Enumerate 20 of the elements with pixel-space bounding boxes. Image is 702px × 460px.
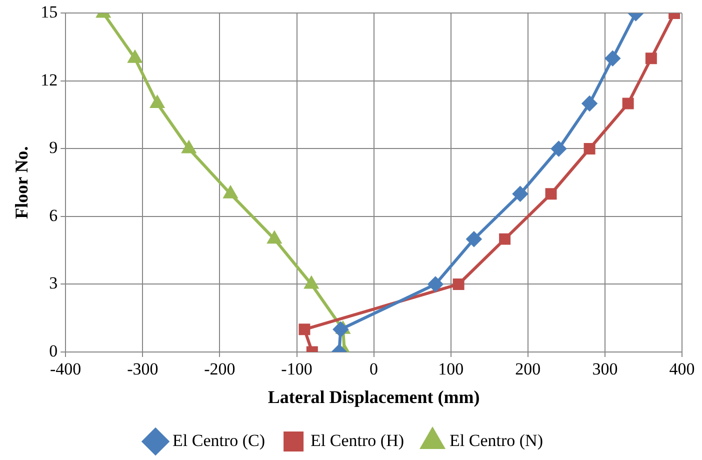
- legend-label: El Centro (C): [172, 430, 266, 450]
- y-tick-label: 6: [49, 206, 58, 225]
- x-tick-label: 200: [515, 360, 541, 379]
- y-axis-title: Floor No.: [11, 146, 32, 219]
- y-tick-label: 0: [49, 341, 58, 360]
- x-tick-label: -400: [50, 360, 82, 379]
- y-tick-label: 15: [40, 2, 58, 22]
- y-tick-label: 9: [49, 138, 58, 158]
- x-tick-label: -200: [204, 360, 236, 379]
- x-tick-label: 300: [592, 360, 618, 379]
- x-tick-label: 100: [438, 360, 464, 379]
- legend-label: El Centro (N): [450, 430, 544, 450]
- legend-label: El Centro (H): [310, 430, 404, 450]
- x-tick-label: 0: [370, 360, 378, 379]
- y-tick-label: 12: [40, 70, 58, 90]
- x-tick-label: -300: [127, 360, 158, 379]
- x-tick-label: -100: [281, 360, 312, 379]
- y-tick-label: 3: [49, 274, 58, 293]
- x-axis-title: Lateral Displacement (mm): [268, 386, 480, 407]
- x-tick-label: 400: [669, 360, 695, 379]
